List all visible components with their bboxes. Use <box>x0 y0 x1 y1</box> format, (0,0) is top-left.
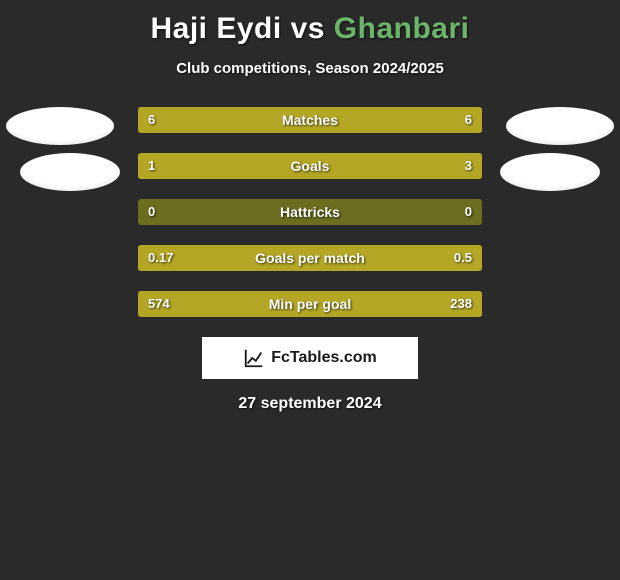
player1-avatar <box>6 107 114 145</box>
chart-icon <box>243 347 265 369</box>
player2-name: Ghanbari <box>334 12 470 45</box>
stat-row: Hattricks0 0 <box>138 199 482 225</box>
stat-label: Goals <box>138 153 482 179</box>
stat-value-right: 6 <box>455 107 482 133</box>
stat-row: Goals1 3 <box>138 153 482 179</box>
stat-value-left: 0 <box>138 199 165 225</box>
logo-text: FcTables.com <box>271 349 377 367</box>
vs-text: vs <box>291 12 325 45</box>
content-area: Matches6 6 Goals1 3 Hattricks0 0 Goals per mat… <box>0 107 620 413</box>
stat-value-left: 0.17 <box>138 245 183 271</box>
date-text: 27 september 2024 <box>0 395 620 413</box>
stat-label: Matches <box>138 107 482 133</box>
comparison-title: Haji Eydi vs Ghanbari <box>0 0 620 46</box>
stat-row: Matches6 6 <box>138 107 482 133</box>
stat-label: Hattricks <box>138 199 482 225</box>
stat-label: Min per goal <box>138 291 482 317</box>
stat-value-right: 3 <box>455 153 482 179</box>
source-logo: FcTables.com <box>202 337 418 379</box>
stat-row: Min per goal574 238 <box>138 291 482 317</box>
stat-value-left: 1 <box>138 153 165 179</box>
stat-value-right: 238 <box>440 291 482 317</box>
stat-row: Goals per match0.17 0.5 <box>138 245 482 271</box>
stat-value-left: 574 <box>138 291 180 317</box>
player2-avatar-2 <box>500 153 600 191</box>
player2-avatar <box>506 107 614 145</box>
player1-name: Haji Eydi <box>151 12 282 45</box>
stat-value-right: 0.5 <box>444 245 482 271</box>
subtitle: Club competitions, Season 2024/2025 <box>0 60 620 77</box>
player1-avatar-2 <box>20 153 120 191</box>
stat-value-left: 6 <box>138 107 165 133</box>
stat-value-right: 0 <box>455 199 482 225</box>
stat-label: Goals per match <box>138 245 482 271</box>
stat-bars: Matches6 6 Goals1 3 Hattricks0 0 Goals per mat… <box>138 107 482 317</box>
